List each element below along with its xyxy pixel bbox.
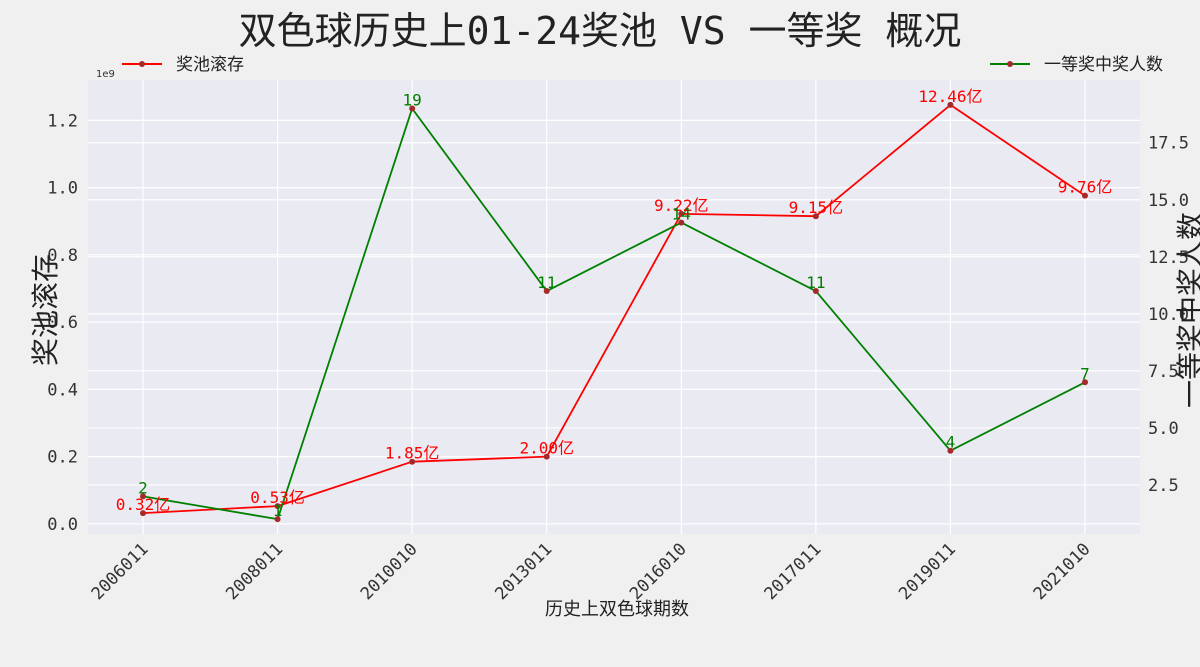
data-point: [274, 516, 281, 523]
y-axis-label: 奖池滚存: [29, 254, 62, 366]
plot-area: [88, 80, 1140, 534]
x-axis-label: 历史上双色球期数: [545, 599, 689, 620]
data-label: 9.15亿: [789, 198, 844, 217]
jackpot-data-labels: 0.32亿 0.53亿 1.85亿 2.00亿 9.22亿 9.15亿 12.46亿 9.76…: [116, 87, 1113, 514]
series-jackpot-line: [140, 101, 1088, 517]
y-tick-label: 0.4: [47, 380, 78, 400]
data-point: [409, 105, 416, 112]
y-axis-ticks: 0.0 0.2 0.4 0.6 0.8 1.0 1.2: [47, 111, 78, 535]
series-winners-line: [140, 105, 1088, 523]
data-label: 1.85亿: [385, 444, 440, 463]
y2-axis-ticks: 2.5 5.0 7.5 10.0 12.5 15.0 17.5: [1148, 134, 1189, 496]
legend-jackpot-label: 奖池滚存: [176, 55, 244, 75]
y2-tick-label: 2.5: [1148, 476, 1179, 496]
data-point: [947, 447, 954, 454]
data-point: [543, 288, 550, 295]
data-label: 14: [672, 205, 691, 224]
x-tick-label: 2017011: [761, 539, 826, 604]
y-tick-label: 0.0: [47, 515, 78, 535]
y-offset-text: 1e9: [96, 69, 115, 80]
data-point: [678, 219, 685, 226]
y-tick-label: 0.8: [47, 246, 78, 266]
data-label: 11: [806, 273, 825, 292]
data-point: [1082, 192, 1088, 199]
data-point: [678, 210, 685, 217]
x-tick-label: 2006011: [88, 539, 153, 604]
y-tick-label: 1.2: [47, 111, 78, 131]
data-point: [409, 458, 416, 465]
data-point: [812, 213, 819, 220]
y-tick-label: 1.0: [47, 179, 78, 199]
y2-tick-label: 5.0: [1148, 419, 1179, 439]
y2-tick-label: 10.0: [1148, 305, 1189, 325]
data-point: [140, 510, 146, 517]
x-gridlines: [142, 80, 1086, 534]
x-tick-label: 2013011: [491, 539, 556, 604]
x-tick-label: 2016010: [626, 539, 691, 604]
data-label: 19: [403, 91, 422, 110]
x-tick-label: 2008011: [222, 539, 287, 604]
data-point: [140, 493, 146, 500]
x-axis-ticks: 2006011 2008011 2010010 2013011 2016010 20170…: [88, 539, 1095, 604]
y-tick-label: 0.2: [47, 448, 78, 468]
legend-winners-label: 一等奖中奖人数: [1044, 55, 1163, 75]
data-label: 4: [946, 433, 956, 452]
series-line: [142, 107, 1086, 521]
data-point: [812, 288, 819, 295]
data-label: 9.22亿: [654, 196, 709, 215]
series-line: [142, 103, 1086, 515]
data-label: 2: [138, 478, 148, 497]
winners-data-labels: 2 1 19 11 14 11 4 7: [138, 91, 1090, 521]
data-label: 9.76亿: [1058, 178, 1113, 197]
y2-gridlines: [88, 142, 1140, 486]
chart-title: 双色球历史上01-24奖池 VS 一等奖 概况: [239, 9, 962, 53]
legend-winners-marker: [1007, 61, 1013, 67]
data-label: 12.46亿: [918, 87, 982, 106]
data-label: 7: [1080, 364, 1090, 383]
y2-tick-label: 7.5: [1148, 362, 1179, 382]
data-label: 1: [273, 501, 283, 520]
legend-jackpot: 奖池滚存: [122, 55, 244, 75]
y-tick-label: 0.6: [47, 313, 78, 333]
data-label: 11: [537, 273, 556, 292]
legend-winners: 一等奖中奖人数: [990, 55, 1163, 75]
data-label: 0.53亿: [250, 488, 305, 507]
x-tick-label: 2021010: [1030, 539, 1095, 604]
y2-tick-label: 15.0: [1148, 191, 1189, 211]
legend-jackpot-marker: [139, 61, 145, 67]
data-label: 0.32亿: [116, 495, 171, 514]
y2-tick-label: 17.5: [1148, 134, 1189, 154]
data-point: [274, 503, 281, 510]
x-tick-label: 2019011: [895, 539, 960, 604]
data-label: 2.00亿: [519, 439, 574, 458]
y-gridlines: [88, 119, 1140, 525]
data-point: [543, 453, 550, 460]
y2-tick-label: 12.5: [1148, 248, 1189, 268]
y2-axis-label: 一等奖中奖人数: [1174, 212, 1200, 408]
x-tick-label: 2010010: [357, 539, 422, 604]
data-point: [1082, 379, 1088, 386]
data-point: [947, 101, 954, 108]
